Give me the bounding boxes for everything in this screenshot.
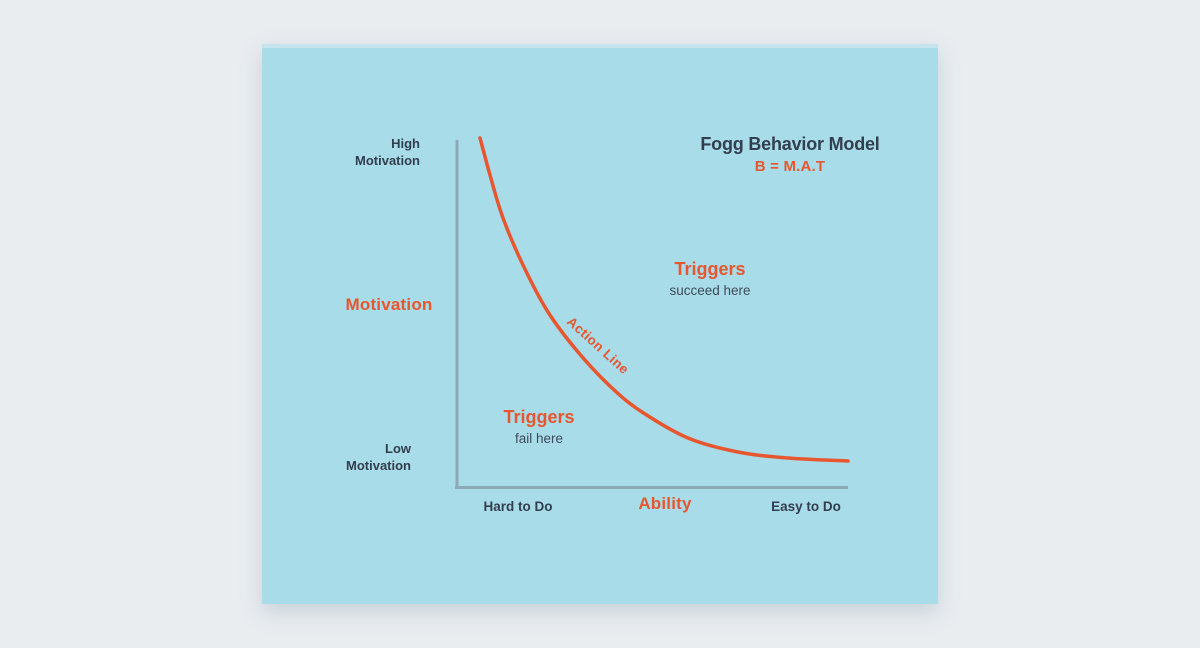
chart-formula: B = M.A.T xyxy=(754,158,826,175)
annotation-triggers-fail-title: Triggers xyxy=(503,407,575,427)
action-line-curve xyxy=(478,136,850,463)
annotation-triggers-succeed-subtitle: succeed here xyxy=(669,283,751,298)
fogg-model-card: Fogg Behavior Model B = M.A.T High Motiv… xyxy=(262,44,938,604)
chart-title-block: Fogg Behavior Model B = M.A.T xyxy=(640,134,940,175)
y-axis-low-line1: Low xyxy=(385,441,411,456)
chart-title: Fogg Behavior Model xyxy=(700,134,880,154)
annotation-triggers-succeed: Triggers succeed here xyxy=(610,258,810,298)
y-axis-high-label: High Motivation xyxy=(290,136,420,169)
annotation-triggers-fail: Triggers fail here xyxy=(439,406,639,446)
y-axis-high-line2: Motivation xyxy=(355,152,420,168)
x-axis-title: Ability xyxy=(638,494,692,513)
x-axis-right-label: Easy to Do xyxy=(771,499,841,514)
y-axis-low-line2: Motivation xyxy=(346,457,411,473)
y-axis-low-label: Low Motivation xyxy=(281,441,411,474)
y-axis-title: Motivation xyxy=(345,295,433,314)
x-axis-left-label: Hard to Do xyxy=(483,499,553,514)
annotation-triggers-succeed-title: Triggers xyxy=(674,259,746,279)
y-axis-high-line1: High xyxy=(391,136,420,151)
plot-area xyxy=(455,136,850,489)
annotation-triggers-fail-subtitle: fail here xyxy=(514,431,564,446)
